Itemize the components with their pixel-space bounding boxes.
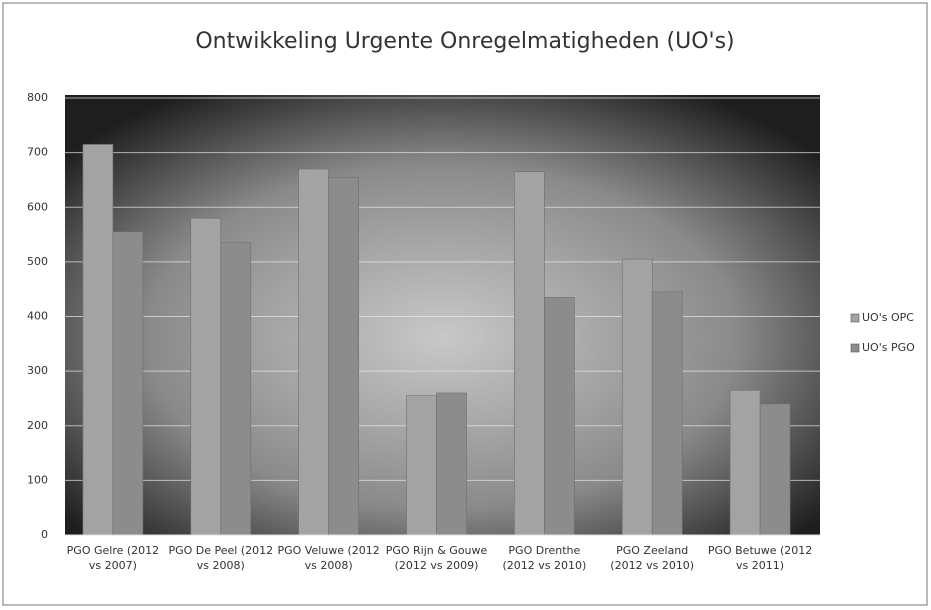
y-tick-label: 500 (27, 255, 48, 268)
chart-title: Ontwikkeling Urgente Onregelmatigheden (… (195, 29, 734, 54)
x-tick-label: PGO Veluwe (2012 vs 2008) (277, 544, 380, 572)
y-tick-label: 800 (27, 91, 48, 104)
y-tick-label: 400 (27, 310, 48, 323)
y-tick-label: 300 (27, 364, 48, 377)
bar (651, 291, 683, 536)
legend-label: UO's PGO (862, 341, 915, 354)
legend-label: UO's OPC (862, 311, 914, 324)
y-tick-label: 100 (27, 473, 48, 486)
bar (190, 217, 222, 536)
y-tick-label: 0 (41, 528, 48, 541)
bar (112, 231, 144, 536)
x-tick-label: PGO Rijn & Gouwe (2012 vs 2009) (385, 544, 488, 572)
bar (436, 392, 467, 536)
bar (514, 171, 545, 536)
x-tick-label: PGO Gelre (2012 vs 2007) (66, 544, 160, 572)
bar (729, 389, 761, 536)
y-tick-label: 600 (27, 200, 48, 213)
x-tick-label: PGO Drenthe (2012 vs 2010) (502, 544, 587, 572)
bar (298, 168, 329, 536)
bar (544, 297, 575, 536)
y-tick-label: 700 (27, 146, 48, 159)
y-tick-label: 200 (27, 419, 48, 432)
legend-swatch (850, 343, 860, 353)
x-tick-label: PGO Betuwe (2012 vs 2011) (707, 544, 813, 572)
x-tick-label: PGO De Peel (2012 vs 2008) (168, 544, 274, 572)
bar (82, 144, 114, 536)
bar (621, 258, 653, 536)
bar (759, 403, 791, 536)
bar (220, 242, 252, 536)
bar (406, 395, 437, 536)
x-tick-label: PGO Zeeland (2012 vs 2010) (610, 544, 695, 572)
bar (328, 176, 359, 536)
legend-swatch (850, 313, 860, 323)
